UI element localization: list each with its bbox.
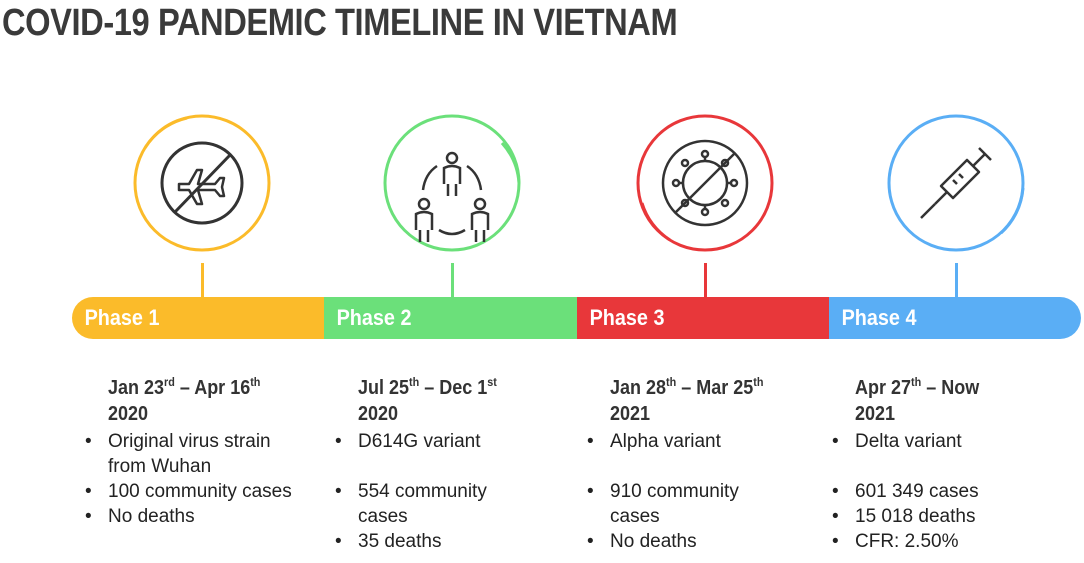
phase-4-label: Phase 4 [841,305,917,330]
no-plane-icon [160,141,244,225]
list-item: No deaths [584,529,824,554]
phase-3-year: 2021 [610,403,651,425]
list-spacer [829,454,1069,479]
phase-4-icon-ring [881,108,1031,258]
phase-4-date-range: Apr 27th – Now [855,375,980,399]
list-item: 35 deaths [332,529,572,554]
page-title: COVID-19 PANDEMIC TIMELINE IN VIETNAM [2,2,678,44]
phase-4-connector [955,263,958,297]
list-item: 15 018 deaths [829,504,1069,529]
list-item: D614G variant [332,429,572,454]
list-item: Original virus strain from Wuhan [82,429,298,479]
phase-2-details: Jul 25th – Dec 1st 2020 D614G variant 55… [332,375,572,554]
list-item: CFR: 2.50% [829,529,1069,554]
list-item: Delta variant [829,429,1069,454]
no-virus-icon [661,139,749,227]
phase-2-icon-ring [377,108,527,258]
list-item: Alpha variant [584,429,824,454]
phase-3-icon-ring [630,108,780,258]
list-item: 554 community cases [332,479,528,529]
phase-4-details: Apr 27th – Now 2021 Delta variant 601 34… [829,375,1069,554]
phase-1-connector [201,263,204,297]
phase-4-year: 2021 [855,403,896,425]
syringe-icon [920,147,992,219]
phase-2-bar: Phase 2 [324,297,577,339]
list-item: 100 community cases [82,479,298,504]
phase-3-date-range: Jan 28th – Mar 25th [610,375,764,399]
phase-3-label: Phase 3 [589,305,665,330]
phase-3-bar: Phase 3 [577,297,829,339]
phase-1-year: 2020 [108,403,149,425]
phase-1-icon-ring [127,108,277,258]
person-to-person-transmission-icon [414,151,490,242]
list-spacer [332,454,572,479]
phase-2-date-range: Jul 25th – Dec 1st [358,375,497,399]
phase-3-connector [704,263,707,297]
phase-2-connector [451,263,454,297]
phase-4-bar: Phase 4 [829,297,1081,339]
list-item: No deaths [82,504,322,529]
phase-1-date-range: Jan 23rd – Apr 16th [108,375,261,399]
phase-1-label: Phase 1 [84,305,160,330]
phase-2-year: 2020 [358,403,399,425]
list-item: 601 349 cases [829,479,1069,504]
list-spacer [584,454,824,479]
phase-1-details: Jan 23rd – Apr 16th 2020 Original virus … [82,375,322,529]
phase-2-label: Phase 2 [336,305,412,330]
phase-1-bar: Phase 1 [72,297,324,339]
list-item: 910 community cases [584,479,780,529]
phase-3-details: Jan 28th – Mar 25th 2021 Alpha variant 9… [584,375,824,554]
